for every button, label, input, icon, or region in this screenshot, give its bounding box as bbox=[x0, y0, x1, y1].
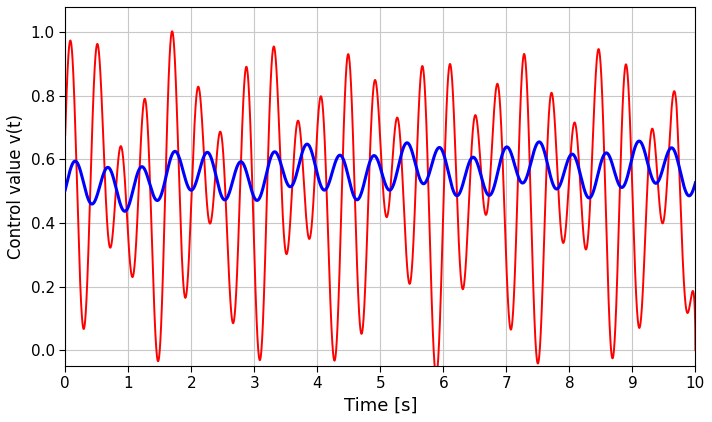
X-axis label: Time [s]: Time [s] bbox=[344, 397, 417, 415]
Y-axis label: Control value v(t): Control value v(t) bbox=[7, 114, 25, 259]
